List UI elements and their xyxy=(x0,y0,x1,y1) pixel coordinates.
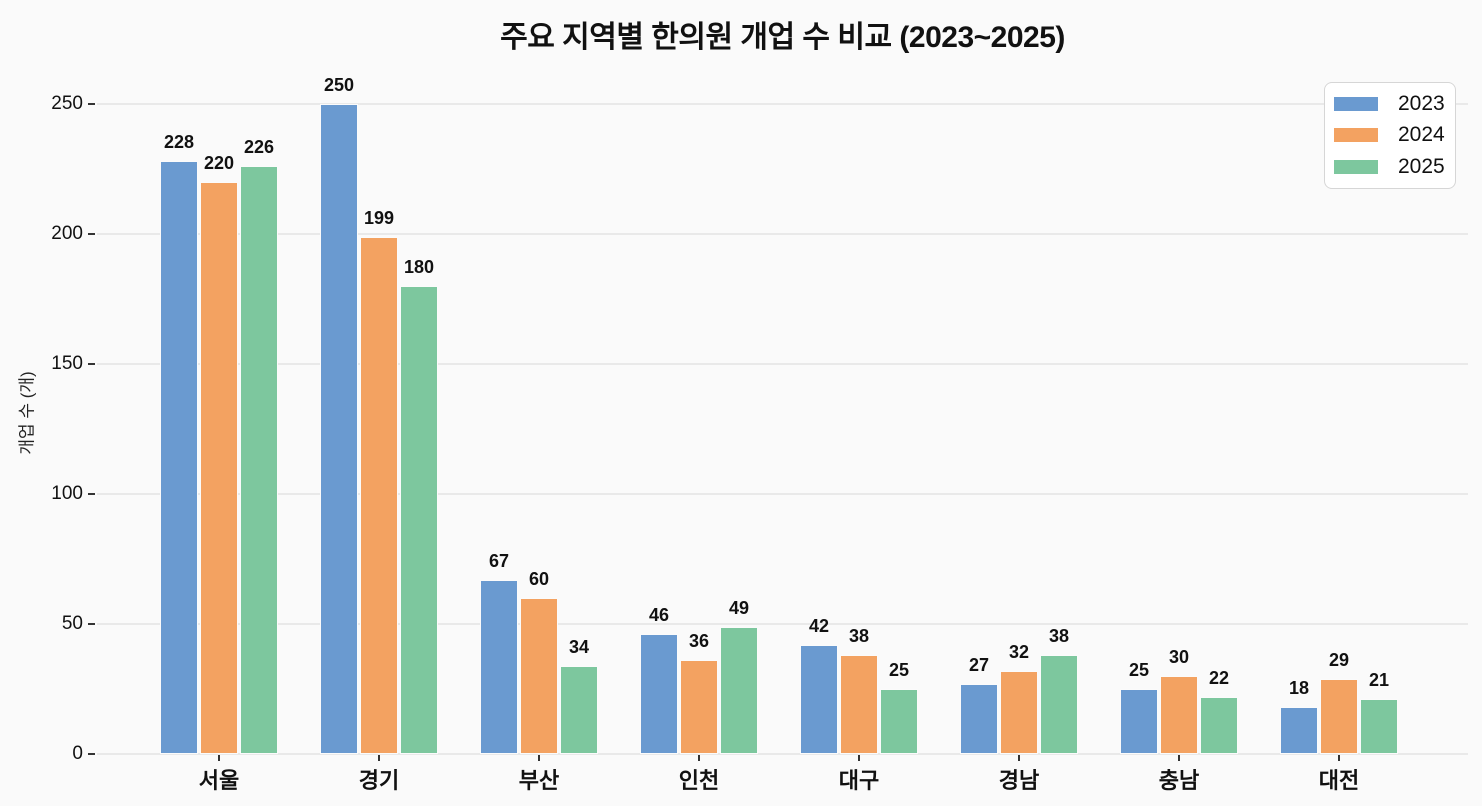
x-axis-label: 경남 xyxy=(998,768,1040,793)
x-axis-label: 인천 xyxy=(678,768,720,793)
bar-value-label: 228 xyxy=(163,132,195,153)
bar-2025 xyxy=(1040,655,1078,754)
x-tick-mark xyxy=(858,755,860,761)
bar-2025 xyxy=(1200,696,1238,754)
y-tick-mark xyxy=(88,753,95,755)
y-tick-mark xyxy=(88,233,95,235)
x-tick-mark xyxy=(1178,755,1180,761)
chart-title: 주요 지역별 한의원 개업 수 비교 (2023~2025) xyxy=(500,21,1065,54)
legend-label: 2023 xyxy=(1398,91,1445,115)
bar-value-label: 42 xyxy=(808,615,830,636)
bar-value-label: 49 xyxy=(728,597,750,618)
x-axis-label: 대전 xyxy=(1318,768,1360,793)
x-axis-label: 충남 xyxy=(1158,768,1200,793)
bar-2025 xyxy=(400,286,438,754)
bar-value-label: 226 xyxy=(243,137,275,158)
bar-value-label: 60 xyxy=(528,569,550,589)
legend-label: 2024 xyxy=(1398,123,1445,147)
bar-value-label: 32 xyxy=(1008,641,1030,662)
legend: 2023 2024 2025 xyxy=(1324,82,1456,189)
bar-value-label: 21 xyxy=(1368,670,1390,691)
y-tick-label: 100 xyxy=(51,483,83,504)
bar-2023 xyxy=(1120,689,1158,754)
bar-2023 xyxy=(160,161,198,754)
bar-2024 xyxy=(680,660,718,754)
bar-value-label: 199 xyxy=(363,207,395,228)
bar-value-label: 67 xyxy=(488,550,510,571)
y-tick-mark xyxy=(88,493,95,495)
legend-swatch-icon xyxy=(1334,160,1378,175)
y-axis-label: 개업 수 (개) xyxy=(17,371,37,455)
gridline xyxy=(97,623,1468,625)
y-tick-mark xyxy=(88,363,95,365)
bar-value-label: 38 xyxy=(848,626,870,647)
bar-value-label: 46 xyxy=(648,605,670,626)
bar-2023 xyxy=(320,104,358,754)
x-tick-mark xyxy=(698,755,700,761)
x-axis-label: 서울 xyxy=(198,768,240,793)
x-tick-mark xyxy=(1018,755,1020,761)
bar-2025 xyxy=(1360,699,1398,754)
legend-item: 2023 xyxy=(1334,89,1446,119)
bar-2023 xyxy=(480,579,518,754)
legend-swatch-icon xyxy=(1334,96,1378,111)
bar-2025 xyxy=(720,626,758,754)
bar-2025 xyxy=(240,166,278,754)
x-axis-label: 대구 xyxy=(838,768,880,793)
bar-2025 xyxy=(880,689,918,754)
x-axis-label: 경기 xyxy=(358,768,400,793)
y-tick-label: 200 xyxy=(51,223,83,244)
gridline xyxy=(97,233,1468,235)
bar-value-label: 34 xyxy=(568,636,590,657)
bar-2023 xyxy=(640,634,678,754)
gridline xyxy=(97,493,1468,495)
bar-2024 xyxy=(360,236,398,754)
bar-value-label: 27 xyxy=(968,654,990,675)
bar-value-label: 22 xyxy=(1208,667,1230,688)
y-tick-mark xyxy=(88,103,95,105)
bar-value-label: 38 xyxy=(1048,626,1070,647)
bar-2023 xyxy=(960,683,998,754)
bar-2023 xyxy=(800,644,838,754)
legend-label: 2025 xyxy=(1398,155,1445,179)
bar-2024 xyxy=(840,655,878,754)
y-tick-label: 250 xyxy=(51,93,83,114)
bar-value-label: 29 xyxy=(1328,649,1350,670)
bar-2024 xyxy=(200,182,238,754)
legend-item: 2025 xyxy=(1334,152,1446,182)
gridline xyxy=(97,753,1468,755)
bar-2024 xyxy=(520,598,558,754)
bar-2023 xyxy=(1280,707,1318,754)
x-tick-mark xyxy=(378,755,380,761)
bar-value-label: 220 xyxy=(203,153,235,173)
bar-2024 xyxy=(1320,678,1358,754)
bar-value-label: 18 xyxy=(1288,678,1310,699)
y-tick-label: 50 xyxy=(61,613,83,634)
bar-2024 xyxy=(1000,670,1038,754)
x-axis-label: 부산 xyxy=(518,768,560,793)
x-tick-mark xyxy=(1338,755,1340,761)
bar-value-label: 25 xyxy=(888,660,910,680)
bar-value-label: 25 xyxy=(1128,660,1150,680)
bar-2025 xyxy=(560,665,598,754)
legend-item: 2024 xyxy=(1334,120,1446,150)
x-tick-mark xyxy=(218,755,220,761)
bar-value-label: 30 xyxy=(1168,647,1190,667)
bar-value-label: 36 xyxy=(688,631,710,652)
bar-value-label: 180 xyxy=(403,257,435,277)
bar-value-label: 250 xyxy=(323,75,355,95)
legend-swatch-icon xyxy=(1334,128,1378,143)
bar-2024 xyxy=(1160,676,1198,754)
x-tick-mark xyxy=(538,755,540,761)
y-tick-mark xyxy=(88,623,95,625)
y-tick-label: 0 xyxy=(72,743,83,764)
gridline xyxy=(97,363,1468,365)
gridline xyxy=(97,103,1468,105)
y-tick-label: 150 xyxy=(51,353,83,374)
